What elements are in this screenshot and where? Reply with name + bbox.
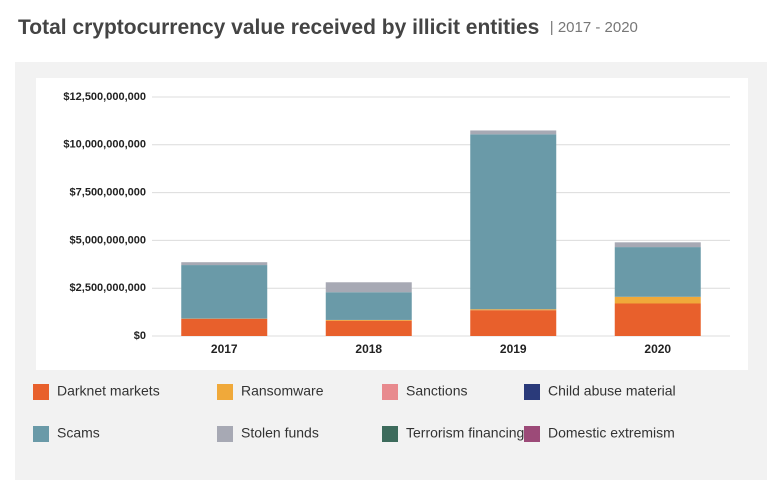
- bar-segment: [614, 296, 701, 304]
- legend-swatch: [33, 426, 49, 442]
- bar-segment: [325, 292, 412, 320]
- y-tick-label: $10,000,000,000: [63, 139, 146, 151]
- y-tick-label: $0: [134, 330, 146, 342]
- y-tick-label: $7,500,000,000: [70, 187, 146, 199]
- bar-segment: [614, 303, 701, 336]
- x-tick-label: 2020: [644, 342, 671, 356]
- legend-label: Stolen funds: [241, 425, 319, 441]
- bar-segment: [470, 310, 557, 336]
- bar-segment: [614, 247, 701, 297]
- legend-label: Ransomware: [241, 383, 324, 399]
- bar-segment: [181, 262, 268, 266]
- bar-segment: [181, 318, 268, 336]
- x-tick-label: 2017: [211, 342, 238, 356]
- legend-label: Scams: [57, 425, 100, 441]
- legend-swatch: [382, 384, 398, 400]
- y-tick-label: $12,500,000,000: [63, 91, 146, 103]
- bar-segment: [470, 309, 557, 311]
- bar-segment: [325, 282, 412, 293]
- y-tick-label: $5,000,000,000: [70, 234, 146, 246]
- legend-swatch: [524, 426, 540, 442]
- chart-subtitle: | 2017 - 2020: [550, 19, 638, 36]
- x-tick-label: 2018: [355, 342, 382, 356]
- bar-segment: [181, 265, 268, 319]
- bar-segment: [470, 130, 557, 135]
- legend-swatch: [524, 384, 540, 400]
- chart-title-line: Total cryptocurrency value received by i…: [18, 16, 638, 39]
- legend-swatch: [33, 384, 49, 400]
- legend-swatch: [217, 384, 233, 400]
- bar-segment: [325, 320, 412, 336]
- legend-swatch: [217, 426, 233, 442]
- chart-title: Total cryptocurrency value received by i…: [18, 16, 539, 39]
- bar-segment: [470, 134, 557, 310]
- legend-swatch: [382, 426, 398, 442]
- legend-label: Child abuse material: [548, 383, 676, 399]
- x-tick-label: 2019: [500, 342, 527, 356]
- bar-segment: [614, 242, 701, 248]
- legend-label: Terrorism financing: [406, 425, 524, 441]
- y-tick-label: $2,500,000,000: [70, 282, 146, 294]
- legend-label: Sanctions: [406, 383, 467, 399]
- legend-label: Darknet markets: [57, 383, 160, 399]
- bar-segment: [325, 319, 412, 321]
- legend-label: Domestic extremism: [548, 425, 675, 441]
